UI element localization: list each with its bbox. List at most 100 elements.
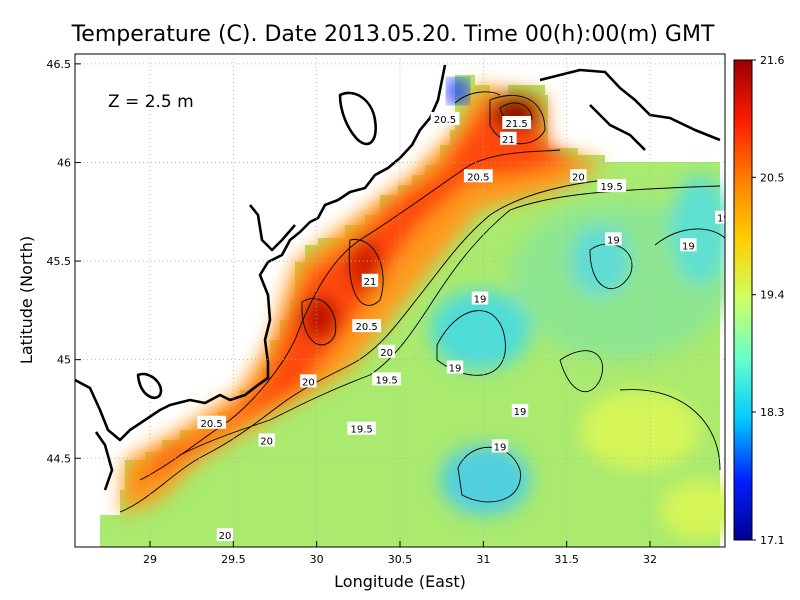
x-tick-label: 30.5	[388, 553, 413, 566]
contour-label-text: 19	[449, 364, 462, 375]
contour-label-box	[378, 344, 395, 358]
contour-label: 20.5	[352, 319, 382, 333]
coastline	[75, 64, 721, 491]
plot-area: 21.5 21 20.5 20.5 20 19.5 19 19 19 21 20.5 19 20 19 19…	[75, 54, 730, 547]
colorbar-ticks: 21.6 20.5 19.4 18.3 17.1	[752, 54, 785, 547]
contour-label-box	[197, 415, 227, 429]
contour-line-19	[457, 446, 521, 503]
coastline-north	[539, 68, 721, 142]
colorbar	[733, 59, 753, 541]
contour-label-box	[597, 179, 627, 193]
contour-label-text: 19	[514, 407, 527, 418]
contour-label-box	[570, 169, 587, 183]
contour-label-text: 21	[364, 277, 377, 288]
contour-label-box	[361, 273, 379, 287]
contour-label: 20.5	[463, 169, 493, 183]
colorbar-tick-label: 17.1	[760, 534, 785, 547]
contour-label-box	[491, 439, 509, 453]
contour-line-20	[119, 179, 606, 513]
contour-label: 19.5	[347, 421, 377, 436]
colorbar-tick-label: 19.4	[760, 289, 785, 302]
contour-label: 20	[570, 169, 587, 183]
contour-label: 20	[378, 344, 395, 359]
coastline-lagoon	[136, 372, 163, 400]
coastline-estuary	[338, 91, 377, 146]
contour-label: 19	[446, 360, 464, 375]
contour-label: 21	[361, 273, 379, 288]
contour-label-box	[500, 131, 517, 145]
colorbar-tick-label: 20.5	[760, 171, 785, 184]
contour-label-box	[372, 372, 402, 386]
contour-label-text: 20.5	[467, 172, 489, 183]
contour-label-text: 21.5	[506, 119, 528, 130]
contour-label: 20	[258, 433, 275, 448]
colorbar-tick-label: 21.6	[760, 54, 785, 67]
temperature-blobs	[430, 175, 725, 540]
cold-eddy	[670, 175, 725, 285]
x-tick-label: 31.5	[554, 553, 579, 566]
coastline-north-inlet	[589, 104, 646, 151]
warm-band-inner	[130, 100, 580, 490]
y-tick-label: 46	[57, 156, 71, 169]
contour-labels: 21.5 21 20.5 20.5 20 19.5 19 19 19 21 20.5 19 20 19 19…	[197, 112, 730, 542]
cold-eddy	[440, 445, 530, 515]
warm-patch	[580, 390, 700, 470]
x-axis-ticks: 29 29.5 30 30.5 31 31.5 32	[143, 541, 657, 566]
contour-label-text: 19	[717, 214, 730, 225]
coastline-bay	[248, 204, 296, 252]
contour-label-text: 19	[682, 241, 695, 252]
contour-label: 19.5	[597, 179, 627, 193]
contour-label-text: 20.5	[201, 419, 223, 430]
x-tick-label: 32	[643, 553, 657, 566]
contour-label: 19	[511, 403, 529, 418]
contour-label: 21	[500, 131, 517, 146]
x-axis-label: Longitude (East)	[334, 572, 466, 591]
contour-line-19	[559, 350, 604, 392]
contour-label-text: 20.5	[434, 115, 456, 126]
contour-label-text: 20	[219, 531, 232, 542]
contour-label: 19.5	[372, 372, 402, 386]
contour-label: 19	[605, 232, 622, 246]
contour-label-box	[463, 169, 493, 183]
chart-title: Temperature (C). Date 2013.05.20. Time 0…	[71, 22, 715, 47]
contour-label-box	[258, 433, 275, 447]
y-axis-ticks: 44.5 45 45.5 46 46.5	[47, 58, 81, 465]
contour-label-text: 19	[474, 295, 487, 306]
y-tick-label: 45	[57, 354, 71, 367]
contour-label-text: 20	[572, 172, 585, 183]
contour-line-21	[489, 95, 546, 145]
x-tick-label: 29.5	[221, 553, 246, 566]
contour-label-text: 19.5	[601, 182, 623, 193]
contour-label-text: 19.5	[351, 425, 373, 436]
contour-line-21	[348, 239, 384, 306]
contour-label-box	[605, 232, 622, 246]
temperature-field	[100, 75, 725, 547]
contour-label: 19	[491, 439, 509, 453]
contour-label-box	[430, 112, 460, 126]
contour-label: 19	[680, 238, 697, 252]
contour-label-text: 19	[607, 235, 620, 246]
contour-label-box	[300, 374, 317, 388]
contour-label-box	[216, 528, 234, 542]
contour-label: 20.5	[197, 415, 227, 430]
grid-lines	[75, 54, 725, 547]
contour-label-text: 21	[502, 135, 515, 146]
contour-line-19	[619, 389, 721, 471]
contour-label: 19	[715, 210, 730, 225]
contour-label: 19	[471, 291, 489, 306]
contour-line-21	[301, 297, 337, 346]
colorbar-tick-label: 18.3	[760, 406, 785, 419]
contour-label-text: 19	[494, 442, 507, 453]
contour-label-box	[347, 421, 377, 435]
hot-spot	[300, 296, 340, 340]
contour-label-text: 20.5	[356, 322, 378, 333]
y-tick-label: 44.5	[47, 452, 72, 465]
coastline-main	[75, 64, 447, 442]
sea-base-field	[100, 75, 720, 547]
contour-line-19-5	[179, 185, 721, 456]
contour-label-text: 20	[302, 377, 315, 388]
x-tick-label: 29	[143, 553, 157, 566]
contour-label-text: 20	[260, 437, 273, 448]
x-tick-label: 30	[310, 553, 324, 566]
